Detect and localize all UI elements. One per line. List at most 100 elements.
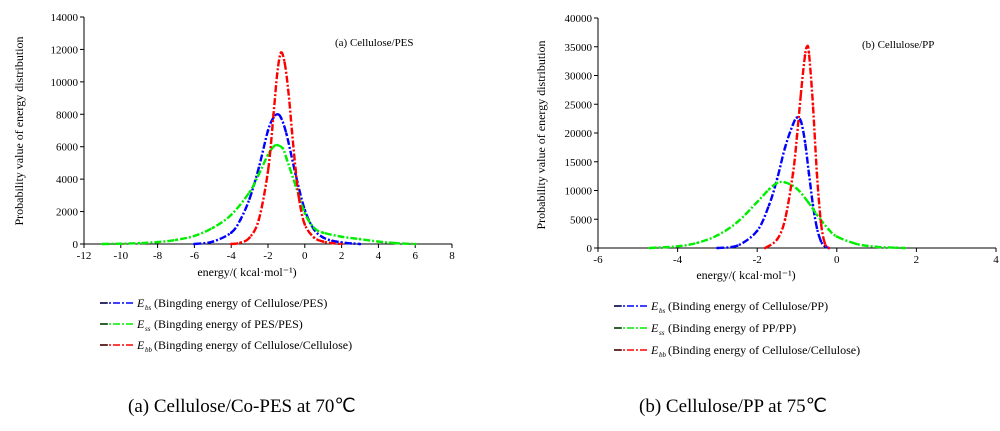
chart-b-point-bs [807, 172, 811, 175]
chart-b-point-ss [807, 201, 811, 205]
chart-a-point-ss [281, 147, 285, 150]
chart-b-point-bb [791, 172, 795, 175]
chart-a-legend-symbol: E [136, 296, 145, 310]
chart-b-point-bb [811, 103, 815, 106]
chart-b-point-bs [767, 203, 771, 207]
chart-a-ytick-label: 2000 [56, 207, 79, 219]
chart-b-point-ss [648, 246, 651, 250]
chart-b-xtick-label: -4 [673, 254, 683, 266]
chart-b-point-bs [799, 120, 803, 123]
chart-a-point-bs [193, 242, 196, 246]
chart-b-point-ss [736, 220, 739, 224]
chart-a-ytick-label: 6000 [56, 142, 79, 154]
chart-a-legend-symbol: E [136, 317, 145, 331]
chart-a-point-bb [229, 242, 233, 246]
chart-b-point-bb [795, 134, 799, 138]
chart-b-point-ss [696, 241, 699, 245]
chart-a-point-bs [331, 239, 334, 243]
chart-a-point-ss [312, 226, 316, 230]
chart-b-xtick-label: -2 [753, 254, 762, 266]
chart-b-point-bb [815, 172, 819, 175]
chart-b-point-bs [783, 146, 787, 149]
chart-b-point-bb [827, 246, 831, 250]
chart-b-point-ss [716, 234, 719, 237]
chart-a-point-ss [101, 242, 104, 246]
chart-a-xtick-label: 6 [412, 250, 418, 262]
chart-a-point-bs [358, 242, 362, 246]
chart-a-series-line-bb [231, 51, 342, 246]
chart-b-ytick-label: 10000 [565, 186, 593, 198]
chart-b-point-bb [783, 218, 787, 221]
chart-a-point-ss [266, 153, 270, 157]
chart-b-xtick-label: 0 [834, 254, 840, 266]
chart-a-point-bs [266, 129, 270, 132]
chart-a-point-bb [279, 51, 283, 54]
chart-a-xtick-label: -2 [263, 250, 272, 262]
chart-b-series-line-bs [717, 116, 830, 250]
chart-a-point-bb [331, 241, 334, 245]
chart-a-point-ss [395, 241, 399, 245]
chart-a-point-bs [285, 132, 288, 135]
chart-a-xtick-label: -12 [77, 250, 92, 262]
chart-a-point-bb [283, 61, 286, 64]
chart-a-xtick-label: -10 [113, 250, 128, 262]
chart-a-point-bb [248, 236, 251, 239]
chart-a-point-bb [321, 240, 325, 243]
chart-a-point-bs [229, 231, 233, 234]
chart-b-ytick-label: 0 [587, 243, 593, 255]
chart-b-point-bs [791, 123, 795, 126]
chart-b-title: (b) Cellulose/PP [862, 39, 934, 51]
chart-a-legend-subscript: bs [145, 304, 152, 312]
chart-b-point-ss [855, 242, 858, 246]
chart-b-point-bb [775, 238, 779, 241]
chart-a-point-bs [239, 218, 242, 221]
chart-a-point-bs [279, 116, 283, 119]
chart-b-ytick-label: 15000 [565, 157, 593, 169]
chart-a-ytick-label: 14000 [51, 12, 79, 24]
chart-a-xtick-label: 0 [302, 250, 308, 262]
chart-a-legend-subscript: ss [145, 325, 151, 333]
chart-b-point-ss [875, 245, 878, 249]
chart-a-point-bb [298, 198, 301, 202]
chart-a-ytick-label: 0 [73, 239, 79, 251]
chart-a-point-ss [248, 190, 251, 194]
chart-a-point-bb [303, 223, 307, 226]
chart-b-point-ss [775, 181, 779, 185]
chart-a-point-ss [340, 235, 343, 238]
chart-b-point-bs [811, 203, 815, 207]
chart-a-point-ss [377, 240, 380, 243]
chart-b-ytick-label: 5000 [570, 214, 593, 226]
chart-a-point-bb [239, 241, 242, 244]
chart-b-point-bb [823, 242, 827, 245]
chart-a-point-ss [211, 226, 215, 230]
chart-a-point-bs [257, 166, 261, 170]
chart-a-title: (a) Cellulose/PES [335, 37, 414, 49]
chart-b-xtick-label: -6 [593, 254, 603, 266]
chart-a-ytick-label: 8000 [56, 109, 79, 121]
chart-b-legend-symbol: E [650, 299, 659, 313]
chart-b-series-line-bb [764, 44, 830, 250]
chart-b-ytick-label: 25000 [565, 99, 593, 111]
chart-a-ytick-label: 12000 [51, 44, 79, 56]
chart-a-xtick-label: -4 [227, 250, 237, 262]
chart-b-legend-label-ss: (Binding energy of PP/PP) [668, 321, 796, 335]
chart-b-legend-subscript: bs [659, 307, 666, 315]
chart-b-point-bs [775, 177, 779, 181]
chart-a-point-bs [248, 197, 251, 200]
chart-b: 0 5000 10000 15000 20000 25000 30000 35000 40000… [534, 13, 999, 417]
chart-b-point-bs [819, 239, 823, 243]
chart-a-point-bb [290, 129, 294, 132]
chart-a-point-bb [257, 218, 261, 221]
chart-a-point-ss [358, 237, 362, 241]
chart-a-legend-subscript: bb [145, 346, 153, 354]
chart-b-point-bb [819, 220, 823, 224]
chart-a-xtick-label: -6 [190, 250, 200, 262]
chart-a-point-ss [303, 211, 307, 215]
chart-a-xtick-label: 4 [376, 250, 382, 262]
chart-a-xlabel: energy/( kcal·mol⁻¹) [197, 265, 296, 279]
chart-a-caption: (a) Cellulose/Co-PES at 70℃ [128, 396, 356, 417]
chart-a-point-bs [211, 240, 215, 243]
chart-a-point-ss [413, 242, 417, 246]
chart-a-point-bb [266, 169, 270, 173]
